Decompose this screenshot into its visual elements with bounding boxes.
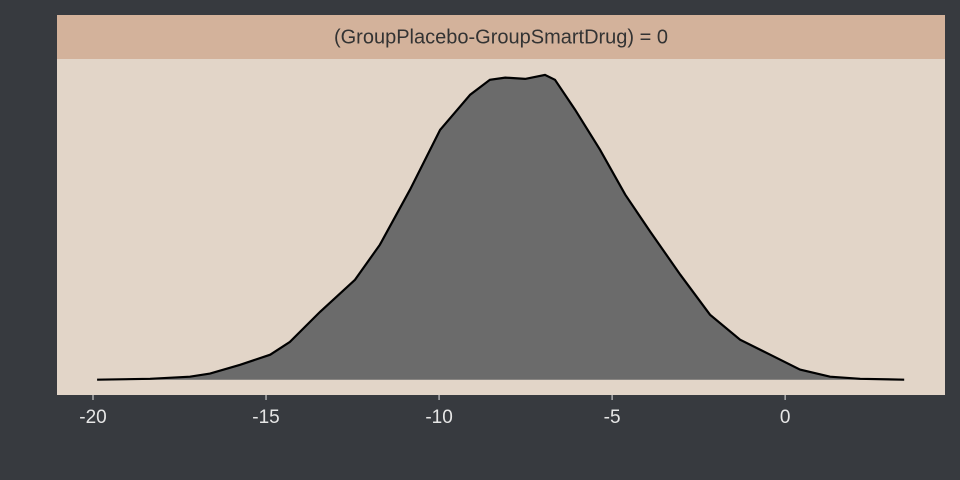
density-area [97,74,905,380]
x-tick-label: -5 [604,407,621,428]
density-line [97,73,905,381]
x-tick-label: -10 [425,407,452,428]
x-tick-label: -20 [79,407,106,428]
x-tick-label: -15 [252,407,279,428]
strip [57,15,945,59]
strip-title: (GroupPlacebo-GroupSmartDrug) = 0 [334,26,668,48]
x-tick-label: 0 [780,407,791,428]
